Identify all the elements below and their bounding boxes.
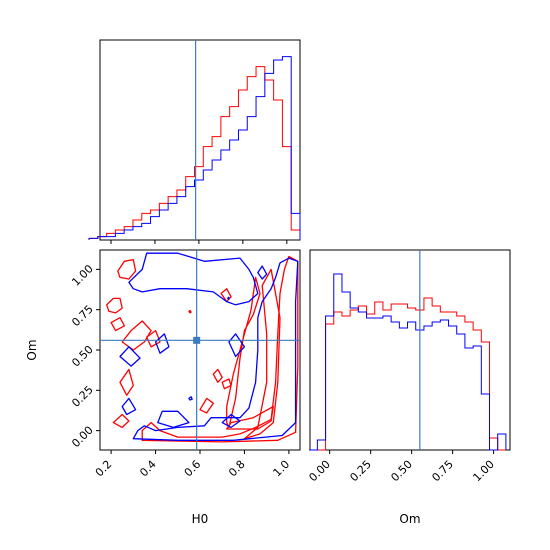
contour-series_a-11	[199, 397, 214, 414]
contour-series_b-6	[154, 333, 170, 354]
h0-hist-series-1	[88, 56, 301, 240]
joint-x-tick-label-4: 1.0	[271, 458, 293, 480]
contour-series_b-3	[228, 333, 246, 358]
contour-series_b-8	[227, 296, 230, 300]
joint-y-tick-label-0: 0.00	[69, 424, 96, 451]
om-x-tick-label-2: 0.50	[388, 458, 415, 485]
joint-x-tick-label-1: 0.4	[137, 458, 159, 480]
contour-series_b-2	[157, 410, 190, 429]
contour-series_a-4	[117, 259, 137, 280]
contour-series_a-0	[141, 255, 299, 443]
h0-marginal-frame	[99, 39, 301, 241]
contour-series_b-10	[221, 413, 241, 429]
contour-series_b-9	[188, 396, 193, 401]
h0-hist-series-0	[88, 66, 301, 240]
contour-series_a-8	[146, 329, 161, 348]
contour-series_a-3	[226, 405, 274, 430]
contour-series_b-5	[121, 397, 137, 416]
joint-y-tick-label-2: 0.50	[69, 343, 96, 370]
joint-truth-marker	[193, 336, 201, 344]
om-x-tick-label-0: 0.00	[306, 458, 333, 485]
om-hist-series-0	[309, 297, 506, 451]
contour-series_b-4	[119, 346, 141, 367]
joint-x-tick-label-3: 0.8	[226, 458, 248, 480]
contour-series_a-15	[221, 378, 232, 390]
om-x-tick-label-1: 0.25	[347, 458, 374, 485]
joint-y-tick-label-1: 0.25	[69, 383, 96, 410]
contour-series_a-1	[243, 268, 281, 440]
contour-series_a-12	[212, 368, 223, 383]
om-marginal-frame	[309, 249, 511, 451]
contour-series_a-2	[226, 276, 261, 429]
contour-series_a-9	[119, 368, 134, 396]
contour-series_a-13	[220, 288, 232, 303]
contour-series_a-6	[121, 320, 152, 351]
contour-series_a-10	[112, 413, 130, 429]
joint-y-axis-label: Om	[25, 339, 39, 360]
om-marginal-panel: 0.00 0.25 0.50 0.75 1.00 Om	[306, 249, 511, 526]
om-x-axis-label: Om	[399, 512, 420, 526]
om-x-tick-label-3: 0.75	[429, 458, 456, 485]
contour-series_b-0	[132, 257, 299, 441]
joint-x-axis-label: H0	[192, 512, 209, 526]
contour-series_a-5	[106, 297, 123, 314]
joint-x-tick-label-2: 0.6	[182, 458, 204, 480]
om-hist-series-1	[309, 273, 507, 451]
joint-contour-panel: 0.2 0.4 0.6 0.8 1.0 0.000.250.500.751.00 H0 …	[25, 249, 301, 526]
om-x-tick-label-4: 1.00	[470, 458, 497, 485]
contour-series_b-1	[128, 252, 259, 306]
h0-marginal-panel	[88, 39, 301, 244]
joint-y-tick-label-4: 1.00	[69, 262, 96, 289]
contour-series_a-14	[188, 309, 192, 314]
joint-x-tick-label-0: 0.2	[93, 458, 115, 480]
contour-series_b-7	[257, 265, 268, 280]
joint-y-tick-label-3: 0.75	[69, 303, 96, 330]
contour-series_a-7	[110, 317, 126, 332]
